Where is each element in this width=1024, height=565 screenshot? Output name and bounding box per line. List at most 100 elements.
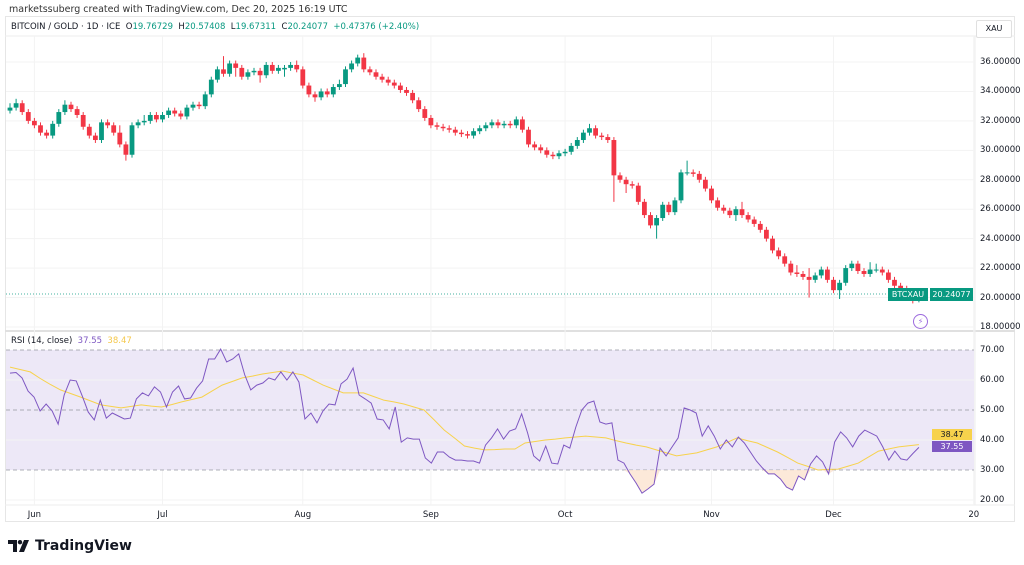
candle-up bbox=[56, 109, 62, 127]
candle-up bbox=[678, 169, 684, 204]
candle-body bbox=[428, 117, 434, 126]
candle-body bbox=[227, 63, 232, 74]
ohlc-legend: BITCOIN / GOLD · 1D · ICE O19.76729 H20.… bbox=[11, 22, 419, 32]
candle-down bbox=[605, 134, 611, 143]
candle-up bbox=[568, 142, 574, 155]
candle-up bbox=[215, 66, 220, 83]
candle-down bbox=[532, 141, 537, 151]
price-tick-label: 32.00000 bbox=[980, 115, 1021, 126]
candle-body bbox=[873, 269, 879, 271]
candle-body bbox=[99, 122, 104, 141]
candle-up bbox=[733, 206, 739, 221]
candle-down bbox=[465, 131, 470, 139]
candle-down bbox=[428, 114, 434, 129]
candle-down bbox=[611, 137, 617, 202]
lightning-icon[interactable]: ⚡︎ bbox=[913, 314, 928, 329]
candle-down bbox=[739, 201, 745, 219]
candle-up bbox=[62, 100, 68, 115]
candle-body bbox=[690, 172, 696, 174]
candle-body bbox=[648, 215, 653, 226]
rsi-tick-label: 70.00 bbox=[980, 345, 1005, 355]
candle-body bbox=[574, 140, 580, 146]
currency-badge[interactable]: XAU bbox=[976, 20, 1012, 38]
candle-down bbox=[32, 117, 37, 129]
candle-down bbox=[770, 235, 775, 254]
candle-body bbox=[269, 64, 275, 71]
candle-down bbox=[642, 198, 647, 219]
candle-body bbox=[141, 120, 147, 123]
candle-body bbox=[361, 57, 367, 70]
candle-body bbox=[355, 57, 361, 64]
candle-body bbox=[410, 92, 415, 101]
candle-up bbox=[501, 120, 507, 129]
candle-up bbox=[288, 62, 293, 71]
candle-body bbox=[898, 285, 903, 289]
rsi-title[interactable]: RSI (14, close) bbox=[11, 336, 73, 346]
candle-body bbox=[147, 114, 153, 121]
candle-body bbox=[160, 114, 165, 120]
tradingview-logo-icon bbox=[8, 540, 29, 552]
candle-down bbox=[764, 226, 769, 242]
candle-body bbox=[538, 147, 544, 151]
candle-down bbox=[495, 119, 501, 129]
candle-up bbox=[574, 137, 580, 149]
tradingview-logo[interactable]: TradingView bbox=[8, 538, 132, 554]
candle-body bbox=[306, 85, 312, 95]
candle-down bbox=[751, 216, 757, 227]
candle-down bbox=[629, 181, 635, 189]
candle-body bbox=[221, 69, 226, 74]
candle-up bbox=[141, 114, 147, 126]
candle-body bbox=[837, 282, 842, 291]
candle-body bbox=[282, 67, 287, 70]
candle-body bbox=[568, 145, 574, 152]
candle-up bbox=[13, 98, 19, 111]
candle-up bbox=[672, 197, 678, 216]
candle-body bbox=[245, 72, 251, 77]
candle-body bbox=[172, 110, 178, 114]
candle-body bbox=[501, 123, 507, 126]
candle-body bbox=[477, 128, 483, 132]
candle-body bbox=[672, 200, 678, 213]
candle-down bbox=[855, 260, 861, 274]
candle-up bbox=[135, 119, 141, 129]
candle-body bbox=[440, 126, 446, 129]
candle-up bbox=[337, 79, 342, 90]
candle-up bbox=[562, 148, 568, 157]
candle-up bbox=[263, 62, 269, 79]
chart-credit: marketssuberg created with TradingView.c… bbox=[9, 4, 348, 15]
candle-body bbox=[105, 122, 110, 126]
candle-body bbox=[757, 223, 763, 230]
candle-down bbox=[696, 170, 702, 183]
candle-down bbox=[757, 220, 763, 233]
price-tick-label: 36.00000 bbox=[980, 57, 1021, 67]
candle-body bbox=[825, 269, 830, 280]
price-tick-label: 30.00000 bbox=[980, 145, 1021, 156]
candle-body bbox=[257, 70, 263, 76]
candle-up bbox=[349, 60, 354, 73]
candle-body bbox=[300, 69, 306, 86]
candle-body bbox=[776, 250, 781, 257]
rsi-tick-label: 20.00 bbox=[980, 495, 1005, 505]
candle-up bbox=[227, 60, 232, 77]
candle-down bbox=[306, 82, 312, 98]
candle-body bbox=[208, 79, 214, 95]
candle-up bbox=[684, 160, 690, 176]
candle-up bbox=[99, 119, 104, 143]
candle-body bbox=[544, 150, 550, 155]
candle-down bbox=[825, 266, 830, 283]
candle-body bbox=[556, 153, 562, 157]
candle-body bbox=[184, 107, 190, 117]
candle-down bbox=[300, 66, 306, 89]
candle-body bbox=[696, 173, 702, 180]
candle-body bbox=[25, 112, 31, 121]
candle-down bbox=[727, 207, 733, 219]
candle-body bbox=[489, 122, 495, 126]
candle-down bbox=[361, 53, 367, 73]
candle-down bbox=[599, 132, 605, 141]
candle-down bbox=[86, 123, 92, 139]
candle-body bbox=[276, 67, 281, 71]
symbol-title[interactable]: BITCOIN / GOLD · 1D · ICE bbox=[11, 22, 121, 32]
candle-up bbox=[489, 119, 495, 129]
candle-down bbox=[269, 62, 275, 74]
